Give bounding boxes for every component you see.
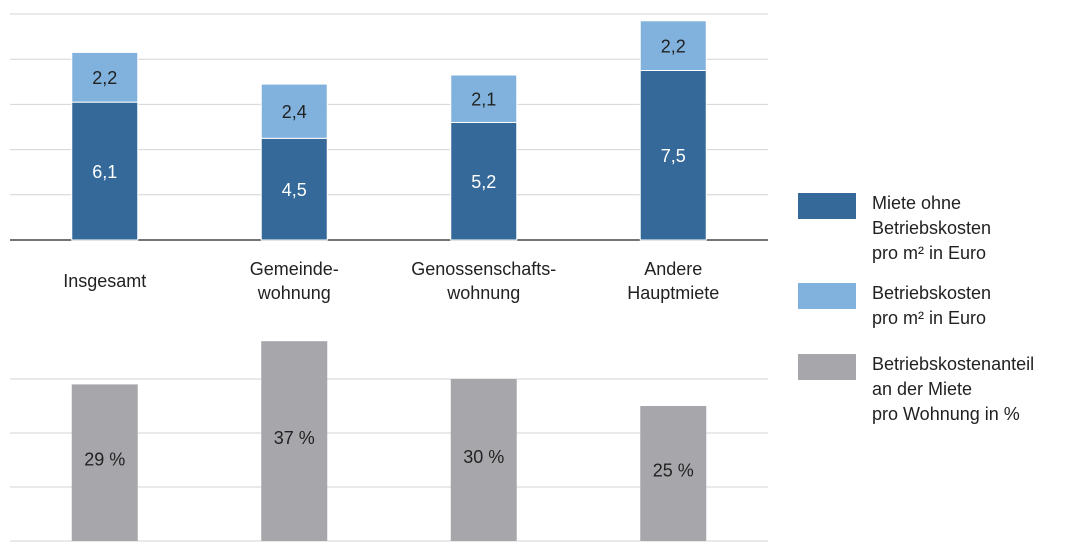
value-label: 6,1: [92, 162, 117, 182]
x-tick-label: Andere Hauptmiete: [627, 259, 720, 303]
bar-segment: [71, 101, 139, 241]
value-label: 2,2: [92, 68, 117, 88]
bar: [71, 384, 138, 541]
value-label: 7,5: [661, 146, 686, 166]
bar: [450, 379, 517, 541]
value-label: 25 %: [653, 460, 694, 480]
legend-swatch: [798, 354, 856, 380]
legend-swatch: [798, 283, 856, 309]
x-tick-label: Genossenschafts- wohnung: [411, 259, 557, 303]
legend-label: Betriebskostenanteil an der Miete pro Wo…: [872, 354, 1035, 424]
bar: [640, 406, 707, 541]
bar-segment: [71, 51, 139, 103]
value-label: 2,2: [661, 36, 686, 56]
value-label: 2,1: [471, 90, 496, 110]
value-label: 30 %: [463, 447, 504, 467]
legend-swatch: [798, 193, 856, 219]
value-label: 29 %: [84, 449, 125, 469]
bar-segment: [260, 83, 328, 139]
legend-label: Miete ohne Betriebskosten pro m² in Euro: [872, 193, 992, 263]
bar-segment: [639, 20, 707, 72]
x-tick-label: Gemeinde- wohnung: [249, 259, 339, 303]
x-tick-label: Insgesamt: [63, 271, 147, 291]
bar-segment: [639, 70, 707, 241]
value-label: 37 %: [274, 428, 315, 448]
bar-segment: [450, 74, 518, 123]
bar-segment: [450, 121, 518, 241]
bar: [261, 341, 328, 541]
legend-label: Betriebskosten pro m² in Euro: [872, 283, 992, 328]
value-label: 4,5: [282, 180, 307, 200]
value-label: 2,4: [282, 102, 307, 122]
value-label: 5,2: [471, 172, 496, 192]
